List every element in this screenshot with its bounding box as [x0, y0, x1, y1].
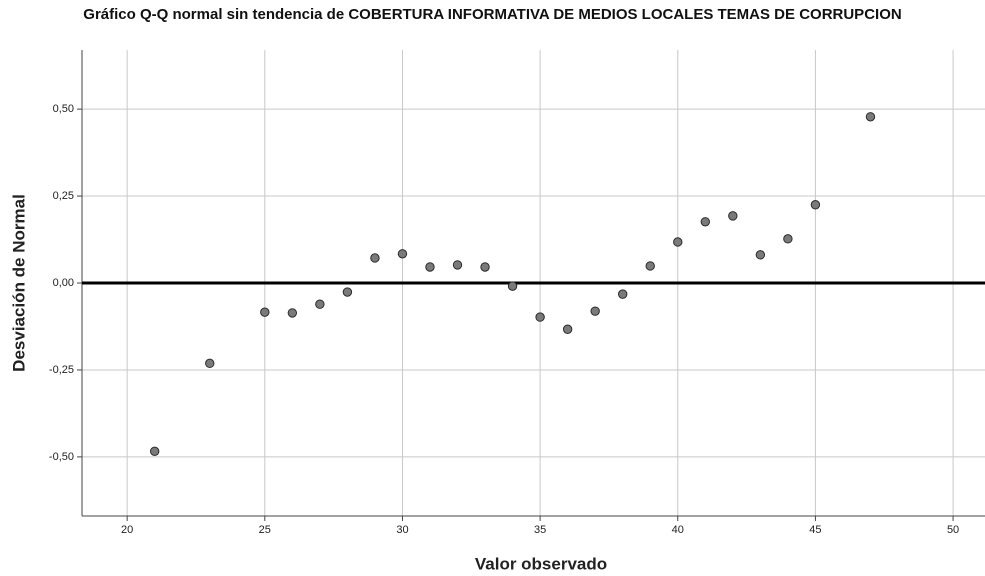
point — [397, 249, 408, 259]
point — [700, 217, 710, 227]
point — [507, 281, 518, 291]
point — [590, 306, 600, 316]
point — [535, 312, 545, 322]
x-tick-label: 20 — [121, 524, 133, 536]
point — [810, 200, 821, 210]
point — [287, 308, 298, 318]
x-axis-label: Valor observado — [475, 554, 607, 573]
y-tick-label: 0,25 — [53, 190, 74, 202]
point — [865, 112, 876, 122]
y-tick-label: -0,25 — [49, 364, 74, 376]
x-tick-label: 40 — [672, 524, 684, 536]
point — [452, 260, 463, 270]
x-tick-label: 30 — [396, 524, 408, 536]
x-tick-label: 25 — [259, 524, 271, 536]
x-tick-label: 35 — [534, 524, 546, 536]
point — [205, 358, 215, 369]
point — [562, 324, 573, 334]
x-tick-label: 45 — [809, 524, 821, 536]
x-tick-label: 50 — [947, 524, 959, 536]
chart-title: Gráfico Q-Q normal sin tendencia de COBE… — [83, 6, 902, 23]
point — [315, 299, 325, 309]
y-axis-label: Desviación de Normal — [9, 194, 28, 372]
point — [342, 287, 353, 297]
point — [617, 289, 628, 299]
point — [480, 262, 490, 272]
point — [728, 211, 738, 221]
point — [673, 237, 683, 247]
point — [370, 253, 380, 263]
point — [149, 446, 160, 457]
point — [755, 250, 766, 260]
point — [783, 234, 793, 244]
point — [645, 261, 655, 271]
point — [425, 262, 435, 272]
point — [260, 307, 270, 317]
y-tick-label: 0,50 — [53, 103, 74, 115]
y-tick-label: 0,00 — [53, 277, 74, 289]
y-tick-label: -0,50 — [49, 451, 74, 463]
